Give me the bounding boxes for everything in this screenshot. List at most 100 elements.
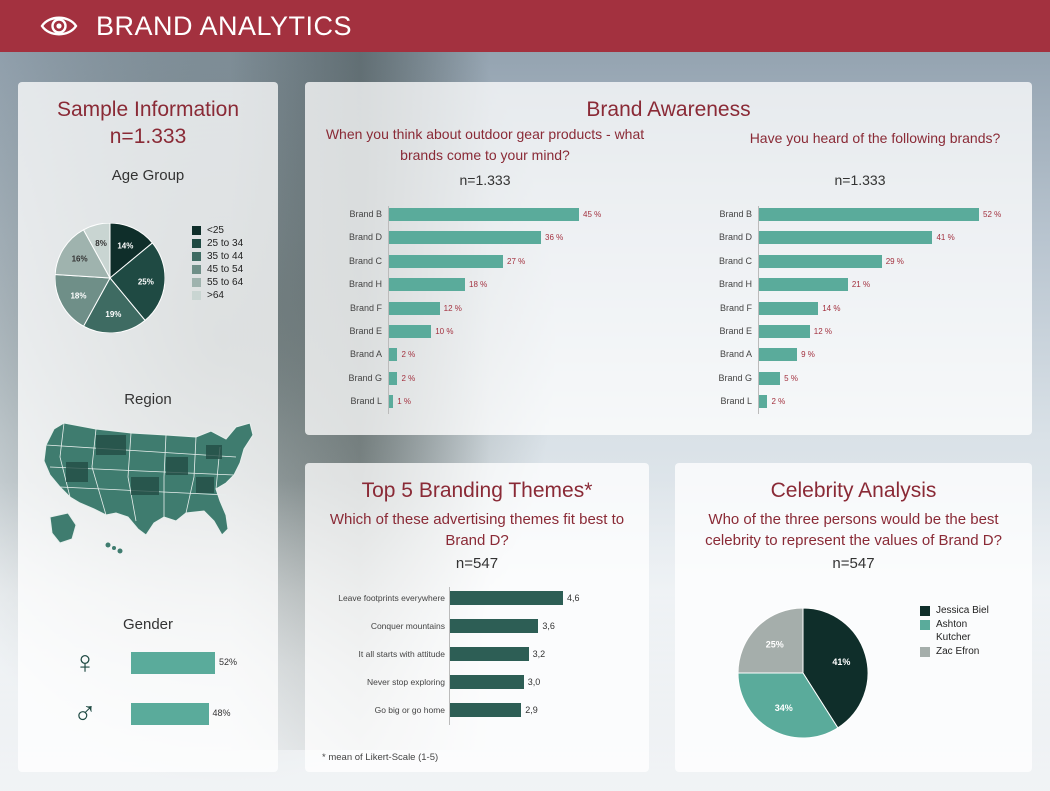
celebrity-pie-chart: 41% 34% 25% <box>738 608 868 738</box>
pie-slice-1 <box>109 242 165 322</box>
brand-value: 2 % <box>401 373 416 383</box>
legend-swatch <box>192 265 201 274</box>
brand-bar <box>759 325 810 338</box>
theme-value: 2,9 <box>525 705 538 715</box>
branding-themes-question: Which of these advertising themes fit be… <box>329 511 625 549</box>
legend-label: Ashton Kutcher <box>936 619 971 643</box>
dashboard-title: BRAND ANALYTICS <box>96 10 353 41</box>
legend-swatch <box>192 252 201 261</box>
brand-value: 2 % <box>401 350 416 360</box>
pie-slice-label: 41% <box>832 657 850 667</box>
brand-label: Brand F <box>349 302 382 313</box>
eye-icon <box>40 16 78 36</box>
brand-value: 45 % <box>583 210 602 219</box>
brand-label: Brand B <box>349 209 382 219</box>
bar-axis <box>388 206 389 414</box>
theme-label: Conquer mountains <box>370 621 445 631</box>
celebrity-legend: Jessica Biel Ashton Kutcher Zac Efron <box>920 604 1020 659</box>
legend-label: 45 to 54 <box>207 264 244 275</box>
legend-label: 35 to 44 <box>207 251 244 262</box>
theme-bar <box>450 591 563 605</box>
celebrity-n: n=547 <box>832 555 875 572</box>
brand-value: 14 % <box>822 303 841 313</box>
theme-label: Leave footprints everywhere <box>338 593 445 603</box>
pie-slice-2 <box>738 608 804 674</box>
gender-value: 52% <box>219 657 238 667</box>
gender-title: Gender <box>122 616 174 633</box>
pie-slice-label: 18% <box>70 291 86 300</box>
brand-label: Brand B <box>719 209 752 219</box>
brand-bar <box>759 208 979 221</box>
brand-bar <box>759 301 819 315</box>
us-region-map <box>43 422 254 554</box>
brand-value: 12 % <box>443 303 462 313</box>
pie-slice-label: 14% <box>117 241 133 250</box>
legend-item: <25 <box>192 224 243 237</box>
pie-slice-label: 8% <box>95 239 107 248</box>
celebrity-analysis-panel: Celebrity Analysis Who of the three pers… <box>675 463 1032 772</box>
gender-bar <box>131 652 215 674</box>
brand-label: Brand C <box>718 255 752 266</box>
brand-bar <box>389 208 579 221</box>
brand-bar <box>389 231 541 245</box>
pie-slice-3 <box>55 274 111 327</box>
pie-slice-5 <box>82 223 111 279</box>
theme-label: It all starts with attitude <box>358 649 445 659</box>
awareness-left-question: When you think about outdoor gear produc… <box>325 126 645 163</box>
theme-label: Go big or go home <box>374 705 445 715</box>
legend-swatch <box>920 620 930 630</box>
brand-value: 36 % <box>545 233 564 243</box>
awareness-left-n: n=1.333 <box>459 172 511 188</box>
sample-info-panel: Sample Information n=1.333 Age Group 14%… <box>18 82 278 772</box>
brand-bar <box>759 231 933 245</box>
app-header: BRAND ANALYTICS <box>0 0 1050 52</box>
legend-label: <25 <box>207 225 224 236</box>
brand-bar <box>389 278 465 292</box>
pie-slice-1 <box>738 672 839 738</box>
bar-axis <box>758 206 759 414</box>
brand-bar <box>389 395 394 409</box>
brand-bar <box>759 371 781 385</box>
branding-themes-panel: Top 5 Branding Themes* Which of these ad… <box>305 463 649 772</box>
theme-value: 3,6 <box>542 621 555 631</box>
brand-value: 1 % <box>397 397 412 407</box>
brand-bar <box>759 348 798 362</box>
sample-info-title: Sample Information <box>56 98 240 121</box>
theme-bar <box>450 647 529 661</box>
brand-awareness-title: Brand Awareness <box>586 98 751 121</box>
brand-label: Brand A <box>719 349 752 360</box>
awareness-right-question: Have you heard of the following brands? <box>749 130 1001 146</box>
legend-item: Jessica Biel <box>920 604 1020 617</box>
pie-slice-2 <box>82 277 146 333</box>
pie-slice-label: 25% <box>138 277 154 286</box>
legend-item: >64 <box>192 289 243 302</box>
brand-label: Brand G <box>718 372 752 383</box>
pie-slice-label: 19% <box>105 310 121 319</box>
legend-item: 35 to 44 <box>192 250 243 263</box>
legend-swatch <box>920 647 930 657</box>
brand-label: Brand C <box>348 255 382 266</box>
legend-item: Zac Efron <box>920 645 1020 658</box>
sample-info-n: n=1.333 <box>109 125 187 148</box>
brand-label: Brand H <box>348 279 382 290</box>
brand-label: Brand A <box>349 349 382 360</box>
legend-item: Ashton Kutcher <box>920 618 1020 644</box>
celebrity-question: Who of the three persons would be the be… <box>705 511 1002 549</box>
legend-item: 55 to 64 <box>192 276 243 289</box>
brand-bar <box>389 301 440 315</box>
legend-swatch <box>192 291 201 300</box>
theme-value: 3,0 <box>527 677 541 687</box>
brand-value: 29 % <box>885 256 904 266</box>
legend-swatch <box>192 278 201 287</box>
theme-value: 3,2 <box>532 649 546 659</box>
brand-value: 2 % <box>771 397 786 407</box>
legend-label: Zac Efron <box>936 646 980 657</box>
age-group-pie-chart: 14% 25% 19% 18% 16% 8% <box>55 223 165 333</box>
awareness-right-n: n=1.333 <box>834 172 886 188</box>
theme-axis <box>449 587 450 725</box>
brand-bar <box>389 348 398 362</box>
brand-value: 41 % <box>936 233 955 243</box>
pie-slice-label: 16% <box>72 255 88 264</box>
brand-bar <box>759 395 768 409</box>
brand-value: 52 % <box>983 210 1002 219</box>
